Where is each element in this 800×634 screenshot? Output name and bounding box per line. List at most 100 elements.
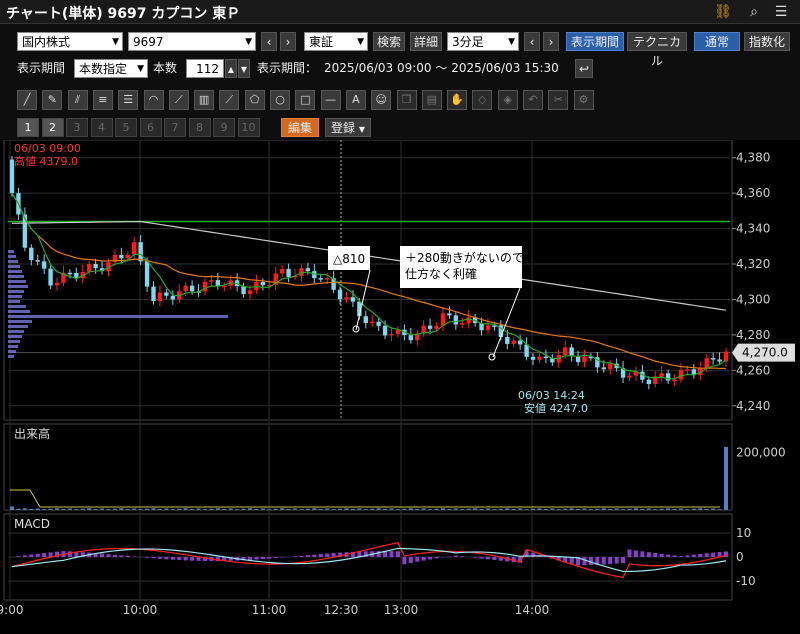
- settings-icon[interactable]: ⚙: [573, 90, 594, 110]
- gann-tool-icon[interactable]: ⟋: [219, 90, 240, 110]
- clip-icon[interactable]: ✂: [548, 90, 569, 110]
- candle-body: [61, 272, 66, 283]
- grid-tool-icon[interactable]: ▥: [194, 90, 215, 110]
- candle-body: [209, 280, 214, 282]
- code-select[interactable]: 9697 ▼: [128, 32, 256, 51]
- annotation-text: ＋280動きがないので: [405, 250, 524, 265]
- volume-bar: [177, 508, 182, 510]
- annotation-text: 仕方なく利確: [405, 266, 477, 281]
- display-period-button[interactable]: 表示期間: [566, 32, 624, 51]
- macd-histogram-bar: [576, 557, 581, 566]
- eraser-icon[interactable]: ◇: [472, 90, 493, 110]
- count-up-button[interactable]: ▲: [225, 59, 237, 78]
- index-button[interactable]: 指数化: [744, 32, 790, 51]
- hlines-tool-icon[interactable]: ≡: [92, 90, 113, 110]
- volume-bar: [640, 508, 645, 510]
- reset-icon[interactable]: ↩: [575, 59, 593, 78]
- tab-1[interactable]: 1: [17, 118, 39, 137]
- volume-bar: [473, 508, 478, 510]
- menu-icon[interactable]: ☰: [774, 4, 788, 20]
- tab-5[interactable]: 5: [115, 118, 137, 137]
- volume-bar: [614, 508, 619, 510]
- circle-tool-icon[interactable]: ○: [270, 90, 290, 110]
- search-icon[interactable]: ⌕: [750, 4, 758, 20]
- tab-10[interactable]: 10: [237, 118, 260, 137]
- search-button[interactable]: 検索: [373, 32, 405, 51]
- macd-histogram-bar: [627, 549, 632, 557]
- ruler-tool-icon[interactable]: ✎: [42, 90, 63, 110]
- macd-histogram-bar: [608, 557, 613, 565]
- prev-interval-button[interactable]: ‹: [524, 32, 540, 51]
- chart-area[interactable]: 06/03 09:00 高値 4379.0 △810 ＋280動きがないので 仕方なく利…: [0, 139, 800, 634]
- arc-tool-icon[interactable]: ◠: [143, 90, 164, 110]
- rect-tool-icon[interactable]: □: [295, 90, 316, 110]
- volume-bar: [421, 508, 426, 510]
- icon-tool-icon[interactable]: ☺: [371, 90, 392, 110]
- next-code-button[interactable]: ›: [280, 32, 296, 51]
- candle-body: [144, 261, 150, 287]
- pentagon-tool-icon[interactable]: ⬠: [244, 90, 265, 110]
- period-mode-select[interactable]: 本数指定 ▼: [74, 59, 148, 78]
- macd-histogram-bar: [112, 554, 117, 557]
- tab-4[interactable]: 4: [90, 118, 113, 137]
- volume-bar: [67, 508, 72, 510]
- paste-icon[interactable]: ▤: [421, 90, 442, 110]
- candle-body: [498, 325, 504, 337]
- candle-body: [106, 262, 111, 271]
- tab-6[interactable]: 6: [139, 118, 162, 137]
- technical-button[interactable]: テクニカル: [627, 32, 687, 68]
- volume-bar: [318, 508, 323, 510]
- macd-histogram-bar: [363, 551, 368, 557]
- signal-line: [11, 547, 727, 573]
- tab-7[interactable]: 7: [164, 118, 186, 137]
- undo-icon[interactable]: ↶: [523, 90, 543, 110]
- period-mode-value: 本数指定: [79, 62, 128, 76]
- normal-button[interactable]: 通常: [694, 32, 740, 51]
- detail-button[interactable]: 詳細: [410, 32, 442, 51]
- macd-histogram-bar: [640, 551, 645, 557]
- annotation-box-1: [328, 246, 370, 270]
- volume-bar: [305, 508, 310, 510]
- line-tool-icon[interactable]: ╱: [17, 90, 37, 110]
- fan-tool-icon[interactable]: ⟋: [168, 90, 189, 110]
- volume-bar: [383, 508, 388, 510]
- candle-body: [511, 340, 516, 344]
- macd-histogram-bar: [48, 552, 53, 557]
- macd-histogram-bar: [338, 552, 343, 557]
- volume-bar: [704, 508, 709, 510]
- period-label: 表示期間: [17, 61, 66, 75]
- macd-histogram-bar: [22, 555, 27, 557]
- edit-button[interactable]: 編集: [281, 118, 319, 137]
- count-down-button[interactable]: ▼: [238, 59, 250, 78]
- candle-body: [132, 242, 137, 255]
- hline-tool-icon[interactable]: —: [320, 90, 341, 110]
- volume-bar: [428, 509, 433, 510]
- macd-pane-border: [3, 513, 733, 601]
- tab-3[interactable]: 3: [66, 118, 88, 137]
- candle-body: [653, 376, 658, 384]
- parallel-tool-icon[interactable]: ⫽: [67, 90, 88, 110]
- register-button[interactable]: 登録 ▼: [325, 118, 371, 137]
- prev-code-button[interactable]: ‹: [261, 32, 277, 51]
- tab-8[interactable]: 8: [188, 118, 211, 137]
- eraser-all-icon[interactable]: ◈: [497, 90, 518, 110]
- tab-9[interactable]: 9: [213, 118, 235, 137]
- market-select[interactable]: 国内株式 ▼: [17, 32, 123, 51]
- candle-body: [453, 315, 459, 325]
- macd-histogram-bar: [177, 557, 182, 561]
- count-input[interactable]: 112: [186, 59, 224, 78]
- fib-tool-icon[interactable]: ☰: [118, 90, 139, 110]
- copy-icon[interactable]: ❐: [396, 90, 417, 110]
- link-icon[interactable]: ⛓: [714, 4, 732, 20]
- candle-body: [537, 356, 542, 360]
- hand-icon[interactable]: ✋: [447, 90, 468, 110]
- volume-bar: [601, 508, 606, 510]
- macd-histogram-bar: [479, 557, 484, 559]
- interval-select[interactable]: 3分足 ▼: [447, 32, 519, 51]
- tab-2[interactable]: 2: [41, 118, 64, 137]
- text-tool-icon[interactable]: A: [345, 90, 366, 110]
- volume-bar: [55, 508, 60, 510]
- exchange-select[interactable]: 東証 ▼: [304, 32, 368, 51]
- next-interval-button[interactable]: ›: [543, 32, 559, 51]
